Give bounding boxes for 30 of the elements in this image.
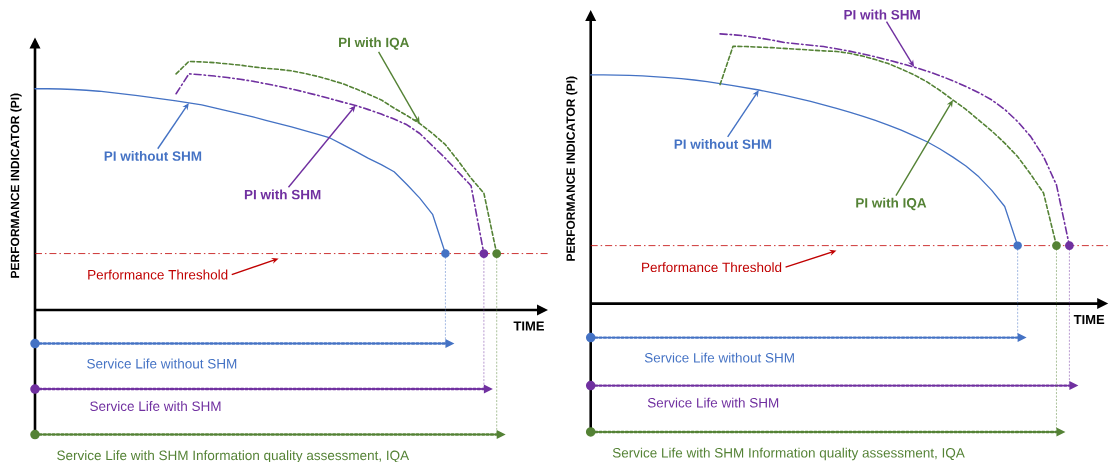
point (479, 249, 489, 258)
point (1013, 241, 1022, 250)
x-axis-title: TIME (513, 321, 544, 331)
annotation: PI without SHM (674, 139, 772, 149)
annotation: PI without SHM (104, 150, 202, 161)
y-axis-title: PERFORMANCE INDICATOR (PI) (10, 93, 22, 278)
point (1065, 241, 1074, 250)
point (30, 384, 40, 394)
text: PI with SHM (844, 9, 920, 20)
series-label: Service Life with SHM Information quality assessment, IQA (57, 450, 410, 462)
legend-label: Performance Threshold (642, 262, 782, 273)
annotation: PI with SHM (244, 189, 321, 200)
point (441, 249, 450, 258)
point (585, 332, 596, 343)
annotation: PI with IQA (856, 197, 927, 211)
series-label: Service Life without SHM (87, 358, 237, 369)
point (492, 249, 502, 258)
legend-label: Performance Threshold (88, 269, 228, 280)
y-axis-title: PERFORMANCE INDICATOR (PI) (566, 76, 578, 261)
point (585, 427, 596, 437)
point (30, 338, 40, 349)
series-label: Service Life with SHM (647, 397, 779, 408)
series-label: Service Life with SHM (90, 401, 221, 412)
point (585, 380, 596, 391)
point (1052, 241, 1061, 250)
series-label: Service Life without SHM (644, 352, 794, 363)
point (30, 429, 40, 440)
text: PI with IQA (339, 37, 410, 50)
x-axis-title: TIME (1073, 315, 1105, 325)
series-label: Service Life with SHM Information quality assessment, IQA (612, 447, 965, 461)
